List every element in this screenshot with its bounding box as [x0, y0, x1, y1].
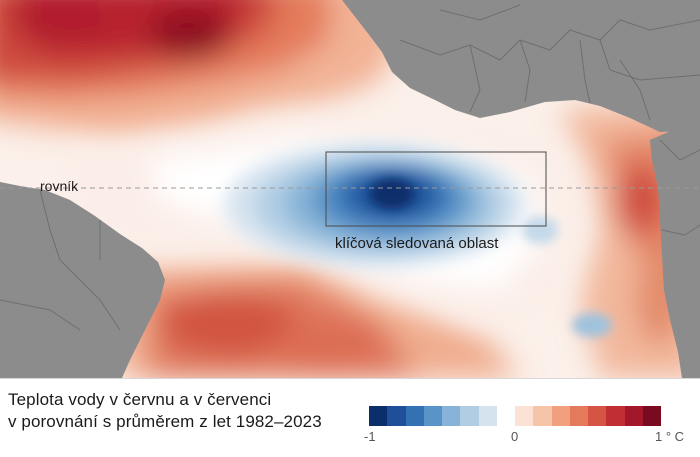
central-africa-land [650, 118, 700, 378]
legend-swatch-9 [533, 406, 552, 426]
legend-swatch-3 [423, 406, 442, 426]
key-region-label: klíčová sledovaná oblast [335, 235, 499, 252]
legend-swatch-2 [405, 406, 424, 426]
legend-swatch-12 [588, 406, 607, 426]
map-panel: rovník klíčová sledovaná oblast [0, 0, 700, 378]
caption-line-1: Teplota vody v červnu a v červenci [8, 390, 272, 409]
legend-swatch-15 [642, 406, 661, 426]
south-america-land [0, 182, 165, 378]
country-borders [0, 4, 700, 331]
legend-max-label: 1 ° C [655, 429, 685, 444]
legend-swatch-8 [515, 406, 534, 426]
legend-swatch-1 [387, 406, 406, 426]
legend-min-label: -1 [364, 429, 376, 444]
caption-line-2: v porovnání s průměrem z let 1982–2023 [8, 412, 322, 431]
equator-label: rovník [40, 178, 79, 194]
west-africa-land [342, 0, 700, 132]
temperature-anomaly-field [0, 0, 700, 378]
legend-swatch-4 [442, 406, 461, 426]
legend-swatch-13 [606, 406, 625, 426]
legend-swatch-14 [624, 406, 643, 426]
caption-panel: Teplota vody v červnu a v červenci v por… [0, 378, 700, 457]
legend-color-scale [369, 406, 661, 426]
legend-swatch-7 [496, 406, 515, 426]
legend-mid-label: 0 [511, 429, 519, 444]
legend-swatch-6 [478, 406, 497, 426]
sea-temperature-map: rovník klíčová sledovaná oblast [0, 0, 700, 378]
legend-swatch-0 [369, 406, 388, 426]
land-masses [0, 0, 700, 378]
legend-swatch-5 [460, 406, 479, 426]
legend-swatch-10 [551, 406, 570, 426]
key-region-box [325, 151, 547, 227]
legend-swatch-11 [569, 406, 588, 426]
